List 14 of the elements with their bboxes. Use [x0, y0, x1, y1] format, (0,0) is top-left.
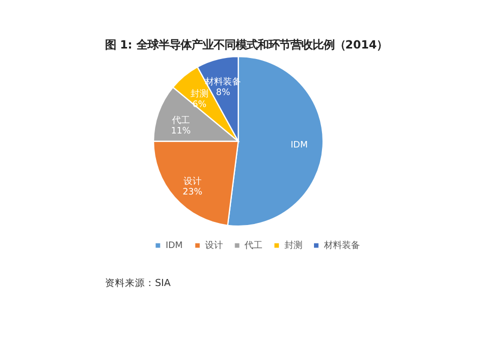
data-label: 8% — [216, 88, 230, 98]
data-label: 23% — [182, 188, 202, 198]
legend-label: IDM — [166, 240, 183, 251]
legend-label: 代工 — [244, 240, 263, 251]
slice-label: IDM — [290, 140, 308, 151]
slice-label: 封测 — [190, 88, 208, 100]
legend-label: 设计 — [205, 240, 224, 251]
slice-label: 设计 — [183, 176, 202, 188]
legend-label: 封测 — [284, 240, 302, 251]
slice-label: 代工 — [170, 115, 190, 126]
text: 资料来源：SIA — [105, 276, 172, 289]
data-label: 11% — [170, 126, 191, 137]
legend-label: 材料装备 — [322, 240, 360, 251]
chart-title: 图 1: 全球半导体产业不同模式和环节营收比例（2014） — [105, 38, 388, 52]
